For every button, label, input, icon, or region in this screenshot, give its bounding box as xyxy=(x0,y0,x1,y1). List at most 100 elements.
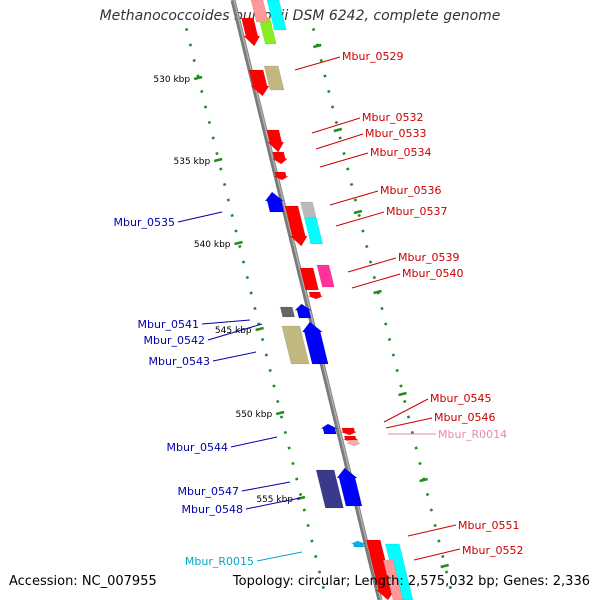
gene-feature-shape xyxy=(294,303,312,319)
gene-feature xyxy=(300,201,317,219)
gene-feature xyxy=(271,151,289,165)
major-tick-right xyxy=(312,43,322,49)
gene-feature xyxy=(304,217,324,245)
major-tick-right xyxy=(398,391,407,397)
major-tick xyxy=(255,326,264,332)
leader-line xyxy=(230,436,278,448)
gene-feature-shape xyxy=(263,65,285,91)
gene-feature xyxy=(336,467,363,507)
tick-right xyxy=(425,492,430,497)
leader-line xyxy=(347,257,397,273)
leader-line xyxy=(335,211,385,227)
tick-right xyxy=(380,306,384,311)
gene-label: Mbur_R0015 xyxy=(185,555,254,568)
tick-right xyxy=(323,74,327,78)
tick-right xyxy=(357,213,361,218)
gene-feature xyxy=(294,303,312,319)
gene-feature xyxy=(320,423,338,435)
tick-left xyxy=(302,508,307,512)
gene-feature xyxy=(264,191,285,213)
gene-label: Mbur_0529 xyxy=(342,50,403,63)
major-tick-right xyxy=(333,127,343,133)
major-tick-right xyxy=(373,289,382,295)
tick-label: 535 kbp xyxy=(174,157,211,167)
tick-left xyxy=(188,43,193,47)
gene-label: Mbur_0539 xyxy=(398,251,459,264)
leader-line xyxy=(294,56,341,71)
tick-left xyxy=(192,58,196,63)
tick-left xyxy=(211,136,215,140)
tick-right xyxy=(391,353,396,357)
gene-feature xyxy=(248,69,270,97)
tick-left xyxy=(317,570,322,574)
gene-feature xyxy=(281,325,310,365)
tick-right xyxy=(330,105,335,109)
tick-left xyxy=(260,337,265,342)
tick-right xyxy=(338,136,342,140)
tick-right xyxy=(346,167,350,171)
leader-line xyxy=(407,524,457,537)
gene-feature-shape xyxy=(336,467,363,507)
tick-left xyxy=(257,322,261,326)
tick-left xyxy=(219,167,223,171)
gene-feature-shape xyxy=(250,0,269,23)
tick-left xyxy=(226,198,231,202)
tick-left xyxy=(249,291,253,295)
gene-feature-shape xyxy=(266,0,287,31)
tick-marks: 530 kbp 535 kbp 540 kbp 545 kbp 550 kbp 555 k… xyxy=(153,27,453,590)
gene-label: Mbur_0548 xyxy=(182,503,243,516)
tick-right xyxy=(342,151,346,156)
tick-left xyxy=(234,229,238,233)
tick-right xyxy=(433,523,437,528)
tick-left xyxy=(245,275,250,280)
tick-right xyxy=(403,399,407,404)
tick-right xyxy=(365,244,369,249)
gene-label: Mbur_0543 xyxy=(149,355,210,368)
tick-right xyxy=(414,446,418,450)
gene-feature-shape xyxy=(241,17,261,47)
gene-label: Mbur_0533 xyxy=(365,127,426,140)
gene-feature-shape xyxy=(300,201,317,219)
tick-left xyxy=(283,430,288,435)
gene-feature xyxy=(274,171,289,181)
major-tick-right xyxy=(353,209,363,215)
gene-feature xyxy=(250,0,269,23)
major-tick xyxy=(234,240,243,246)
leader-line xyxy=(319,152,369,168)
leader-line xyxy=(245,497,301,510)
leader-line xyxy=(177,211,223,223)
gene-feature-shape xyxy=(284,205,308,247)
tick-left xyxy=(184,27,189,32)
gene-label: Mbur_0542 xyxy=(144,334,205,347)
gene-feature xyxy=(279,306,295,318)
gene-feature-shape xyxy=(271,151,289,165)
tick-left xyxy=(298,492,303,497)
gene-feature xyxy=(316,264,335,288)
backbone-line xyxy=(230,0,383,600)
gene-label: Mbur_0552 xyxy=(462,544,523,557)
leader-line xyxy=(201,319,251,325)
tick-right xyxy=(361,229,365,233)
major-tick xyxy=(193,75,203,81)
gene-label: Mbur_0537 xyxy=(386,205,447,218)
leader-line xyxy=(212,351,257,362)
leader-line xyxy=(311,117,361,134)
tick-left xyxy=(276,399,280,404)
tick-left xyxy=(230,213,234,218)
gene-feature xyxy=(365,539,396,600)
gene-label: Mbur_0540 xyxy=(402,267,463,280)
tick-left xyxy=(291,461,295,466)
leader-line xyxy=(241,481,291,492)
leader-line xyxy=(385,417,433,429)
tick-right xyxy=(349,182,354,187)
tick-label: 530 kbp xyxy=(153,75,190,85)
gene-feature-shape xyxy=(299,267,319,291)
gene-feature xyxy=(351,540,366,548)
tick-right xyxy=(384,322,388,326)
gene-label: Mbur_0535 xyxy=(114,216,175,229)
gene-feature xyxy=(263,65,285,91)
gene-feature-shape xyxy=(264,191,285,213)
backbone xyxy=(230,0,383,600)
gene-feature-shape xyxy=(382,559,404,600)
